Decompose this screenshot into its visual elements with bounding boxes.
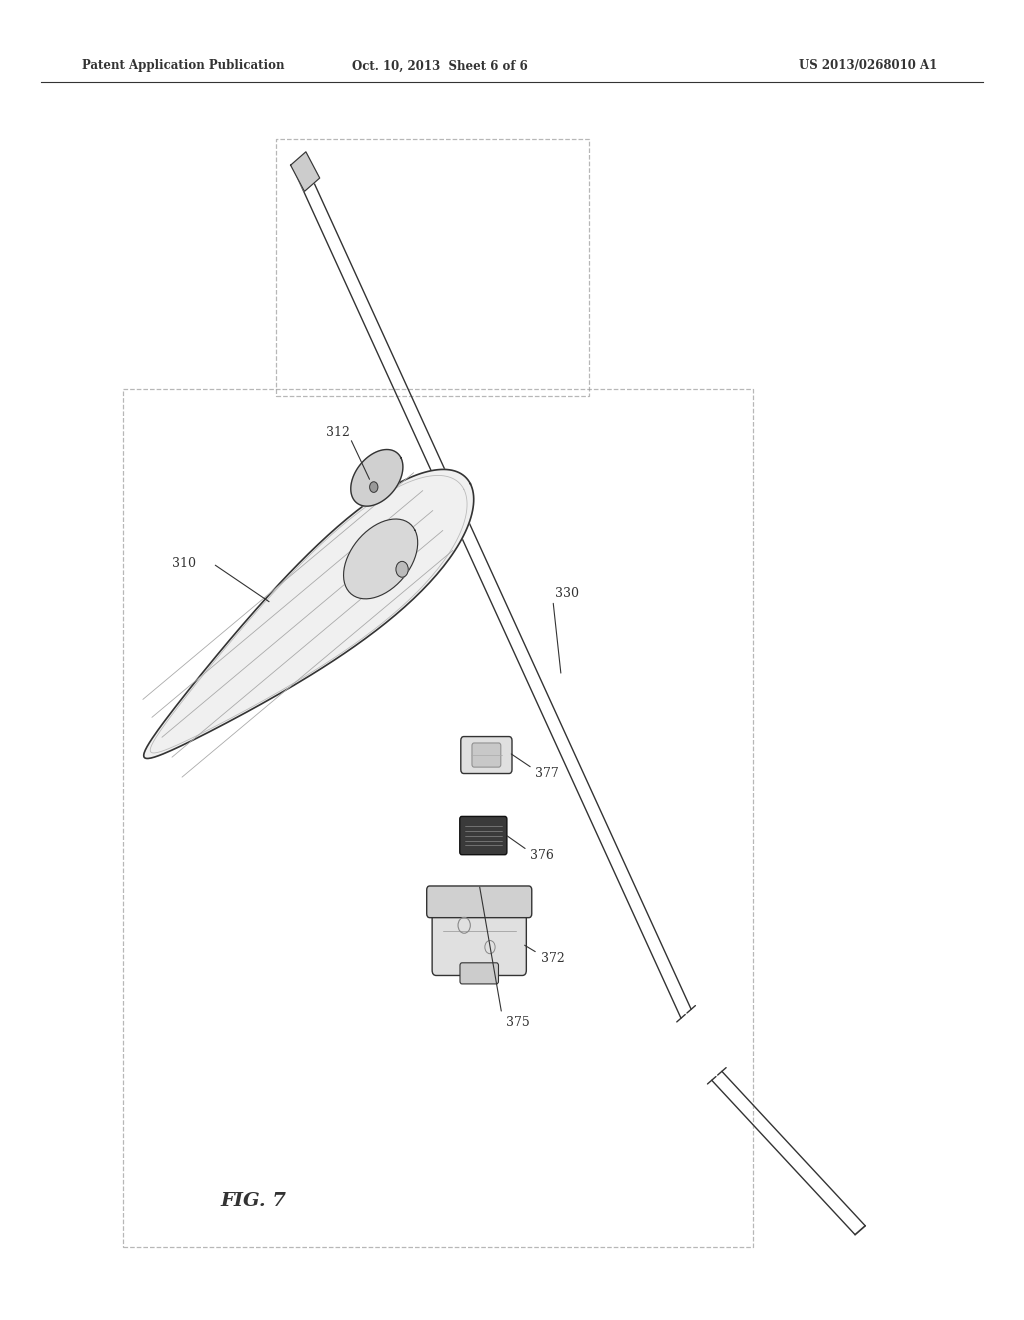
Polygon shape [291, 152, 319, 191]
Text: US 2013/0268010 A1: US 2013/0268010 A1 [799, 59, 937, 73]
Text: 312: 312 [326, 426, 349, 440]
Circle shape [396, 561, 409, 577]
Circle shape [370, 482, 378, 492]
Text: 372: 372 [541, 952, 564, 965]
FancyBboxPatch shape [472, 743, 501, 767]
Polygon shape [344, 519, 418, 599]
FancyBboxPatch shape [432, 899, 526, 975]
Polygon shape [351, 450, 402, 506]
Text: Oct. 10, 2013  Sheet 6 of 6: Oct. 10, 2013 Sheet 6 of 6 [352, 59, 528, 73]
Polygon shape [143, 470, 474, 759]
Text: 376: 376 [530, 849, 554, 862]
Text: 310: 310 [172, 557, 196, 570]
FancyBboxPatch shape [427, 886, 531, 917]
Text: 330: 330 [555, 587, 579, 601]
Text: FIG. 7: FIG. 7 [220, 1192, 286, 1210]
Text: 375: 375 [506, 1016, 529, 1030]
Text: Patent Application Publication: Patent Application Publication [82, 59, 285, 73]
Text: 377: 377 [535, 767, 558, 780]
FancyBboxPatch shape [460, 816, 507, 855]
FancyBboxPatch shape [460, 962, 499, 983]
FancyBboxPatch shape [461, 737, 512, 774]
